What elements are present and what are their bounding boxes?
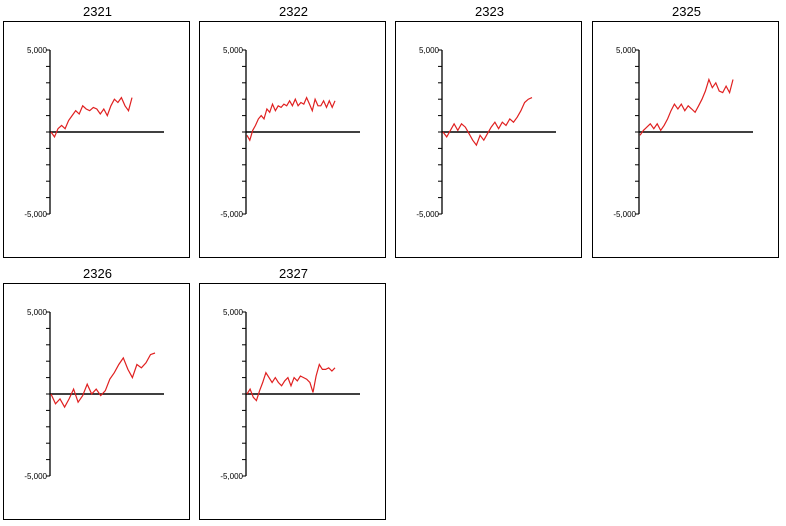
y-tick-label: 5,000 xyxy=(27,46,48,55)
y-tick-label: 5,000 xyxy=(27,308,48,317)
series-line xyxy=(50,352,156,409)
chart-frame xyxy=(199,21,386,258)
chart-title: 2325 xyxy=(672,4,701,19)
y-tick-label: 5,000 xyxy=(223,308,244,317)
chart-title: 2323 xyxy=(475,4,504,19)
chart-frame xyxy=(592,21,779,258)
chart-plot: 5,000 -5,000 xyxy=(220,46,360,219)
y-tick-label: -5,000 xyxy=(24,472,47,481)
chart-panel: 2323 5,000 -5,000 xyxy=(392,4,587,258)
chart-panel: 2322 5,000 -5,000 xyxy=(196,4,391,258)
y-tick-label: -5,000 xyxy=(613,210,636,219)
chart-plot: 5,000 -5,000 xyxy=(220,308,360,481)
chart-frame xyxy=(3,283,190,520)
chart-plot: 5,000 -5,000 xyxy=(416,46,556,219)
y-tick-label: 5,000 xyxy=(419,46,440,55)
series-line xyxy=(246,96,336,142)
chart-title: 2322 xyxy=(279,4,308,19)
series-line xyxy=(639,77,734,136)
y-tick-label: 5,000 xyxy=(223,46,244,55)
series-line xyxy=(442,97,533,147)
chart-plot: 5,000 -5,000 xyxy=(24,308,164,481)
chart-panel: 2327 5,000 -5,000 xyxy=(196,266,391,520)
chart-title: 2321 xyxy=(83,4,112,19)
y-tick-label: -5,000 xyxy=(24,210,47,219)
y-tick-label: -5,000 xyxy=(220,472,243,481)
chart-frame xyxy=(199,283,386,520)
chart-panel: 2326 5,000 -5,000 xyxy=(0,266,195,520)
y-tick-label: 5,000 xyxy=(616,46,637,55)
chart-plot: 5,000 -5,000 xyxy=(24,46,164,219)
chart-panel: 2325 5,000 -5,000 xyxy=(589,4,784,258)
chart-panel: 2321 5,000 -5,000 xyxy=(0,4,195,258)
series-line xyxy=(50,96,133,139)
chart-frame xyxy=(395,21,582,258)
series-line xyxy=(246,363,336,402)
chart-title: 2327 xyxy=(279,266,308,281)
y-tick-label: -5,000 xyxy=(220,210,243,219)
y-tick-label: -5,000 xyxy=(416,210,439,219)
chart-frame xyxy=(3,21,190,258)
chart-plot: 5,000 -5,000 xyxy=(613,46,753,219)
chart-title: 2326 xyxy=(83,266,112,281)
